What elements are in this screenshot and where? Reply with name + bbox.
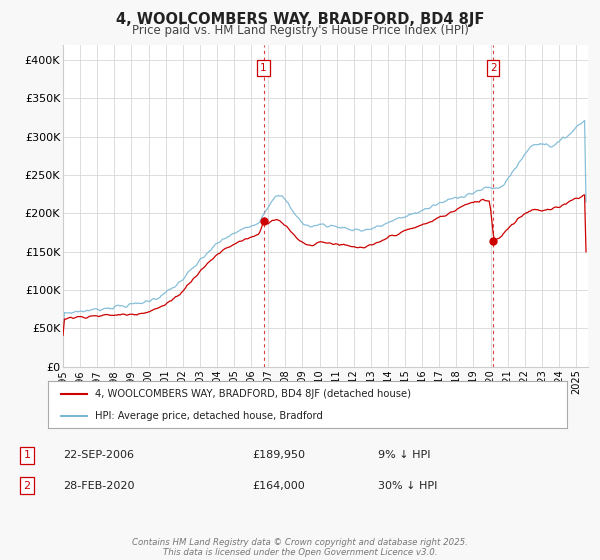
Text: 1: 1 [260, 63, 267, 73]
Text: 28-FEB-2020: 28-FEB-2020 [63, 480, 134, 491]
Text: 4, WOOLCOMBERS WAY, BRADFORD, BD4 8JF: 4, WOOLCOMBERS WAY, BRADFORD, BD4 8JF [116, 12, 484, 27]
Text: 22-SEP-2006: 22-SEP-2006 [63, 450, 134, 460]
Text: 4, WOOLCOMBERS WAY, BRADFORD, BD4 8JF (detached house): 4, WOOLCOMBERS WAY, BRADFORD, BD4 8JF (d… [95, 389, 411, 399]
Text: Price paid vs. HM Land Registry's House Price Index (HPI): Price paid vs. HM Land Registry's House … [131, 24, 469, 36]
Text: 1: 1 [23, 450, 31, 460]
Text: 9% ↓ HPI: 9% ↓ HPI [378, 450, 431, 460]
Text: 30% ↓ HPI: 30% ↓ HPI [378, 480, 437, 491]
Text: £189,950: £189,950 [252, 450, 305, 460]
Text: 2: 2 [23, 480, 31, 491]
Text: Contains HM Land Registry data © Crown copyright and database right 2025.
This d: Contains HM Land Registry data © Crown c… [132, 538, 468, 557]
Text: £164,000: £164,000 [252, 480, 305, 491]
Text: HPI: Average price, detached house, Bradford: HPI: Average price, detached house, Brad… [95, 410, 323, 421]
Text: 2: 2 [490, 63, 497, 73]
